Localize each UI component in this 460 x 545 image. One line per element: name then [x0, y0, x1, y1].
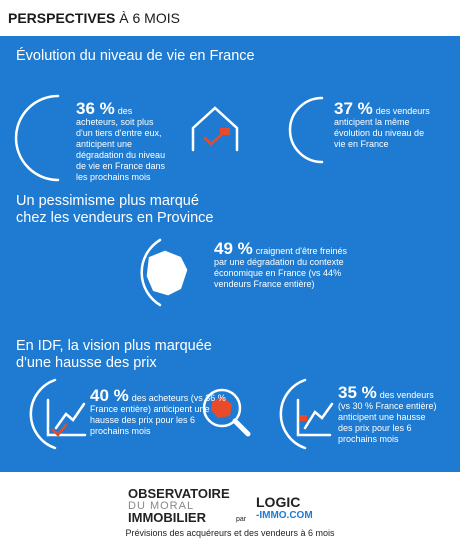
- stat-value: 36 %: [76, 99, 115, 118]
- stat-text: des acheteurs, soit plus d'un tiers d'en…: [76, 106, 166, 182]
- section-title: Un pessimisme plus marqué chez les vende…: [16, 193, 214, 226]
- stat: 35 % des vendeurs (vs 30 % France entière…: [338, 384, 442, 445]
- stat: 36 % des acheteurs, soit plus d'un tiers …: [76, 100, 171, 183]
- partner-logo: LOGIC -IMMO.COM: [256, 494, 313, 522]
- house-icon: [191, 106, 239, 152]
- logo: OBSERVATOIRE DU MORAL IMMOBILIER: [128, 486, 230, 525]
- stat-text: des vendeurs (vs 30 % France entière) an…: [338, 390, 437, 444]
- blue-panel: [0, 36, 460, 472]
- stat-text: craignent d'être freinés par une dégrada…: [214, 246, 348, 289]
- stat-text: des acheteurs (vs 36 % France entière) a…: [90, 393, 226, 436]
- arc: [14, 94, 60, 182]
- arc: [29, 378, 57, 450]
- partner-line: -IMMO.COM: [256, 510, 313, 521]
- chart-icon: [296, 398, 334, 437]
- title-bold: PERSPECTIVES: [8, 10, 116, 26]
- logo-line: OBSERVATOIRE: [128, 486, 230, 501]
- logo-line: DU MORAL: [128, 500, 195, 512]
- stat: 37 % des vendeurs anticipent la même évol…: [334, 100, 434, 150]
- magnifier-icon: [202, 388, 251, 437]
- france-icon: [146, 250, 188, 296]
- caption: Prévisions des acquéreurs et des vendeur…: [125, 528, 335, 538]
- arc: [279, 378, 307, 450]
- chart-icon: [46, 398, 87, 437]
- by: par: [236, 516, 247, 523]
- title-rest: À 6 MOIS: [119, 10, 180, 26]
- stat: 49 % craignent d'être freinés par une dég…: [214, 240, 354, 290]
- stat-value: 49 %: [214, 239, 253, 258]
- stat-value: 37 %: [334, 99, 373, 118]
- arc: [140, 238, 162, 307]
- section-title: En IDF, la vision plus marquée d'une hau…: [16, 338, 212, 371]
- stat: 40 % des acheteurs (vs 36 % France entièr…: [90, 387, 230, 437]
- header-title: PERSPECTIVES À 6 MOIS: [8, 10, 180, 26]
- logo-line: IMMOBILIER: [128, 510, 206, 525]
- stat-text: des vendeurs anticipent la même évolutio…: [334, 106, 430, 149]
- stat-value: 35 %: [338, 383, 377, 402]
- section-title: Évolution du niveau de vie en France: [16, 48, 255, 64]
- arc: [288, 96, 324, 164]
- stat-value: 40 %: [90, 386, 129, 405]
- partner-line: LOGIC: [256, 494, 301, 510]
